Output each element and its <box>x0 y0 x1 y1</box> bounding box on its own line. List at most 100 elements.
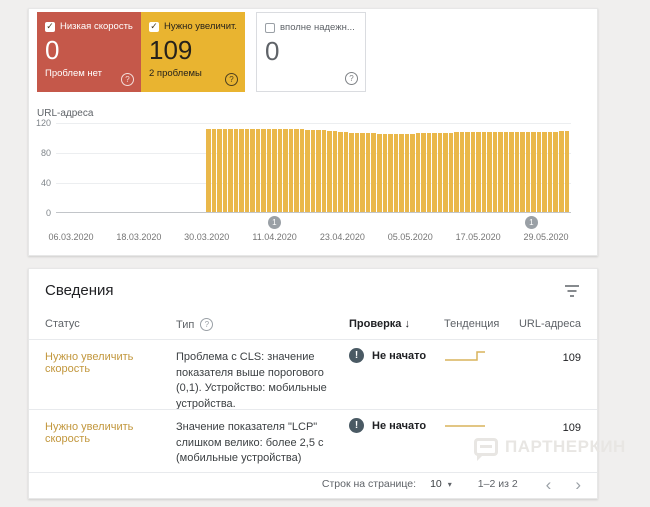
card-needs-improvement[interactable]: ✓ Нужно увеличит... 109 2 проблемы ? <box>141 12 245 92</box>
url-count-bar[interactable] <box>404 134 410 212</box>
url-count-bar[interactable] <box>443 132 448 212</box>
url-count-bar[interactable] <box>525 131 531 212</box>
x-tick-label: 29.05.2020 <box>523 232 569 242</box>
url-count-bar[interactable] <box>360 133 365 212</box>
url-count-bar[interactable] <box>272 128 277 212</box>
column-header-type[interactable]: Тип ? <box>176 318 214 331</box>
filter-icon[interactable] <box>563 284 581 298</box>
chevron-down-icon[interactable]: ▾ <box>447 479 452 489</box>
url-count-bar[interactable] <box>305 129 310 212</box>
url-count-bar[interactable] <box>514 131 520 212</box>
url-count-bar[interactable] <box>376 134 382 212</box>
url-count-bar[interactable] <box>327 131 332 212</box>
url-count-bar[interactable] <box>520 131 525 212</box>
url-count-bar[interactable] <box>432 132 437 212</box>
column-header-check[interactable]: Проверка ↓ <box>349 318 410 330</box>
url-count-bar[interactable] <box>487 131 492 212</box>
url-count-bar[interactable] <box>206 128 211 212</box>
help-icon[interactable]: ? <box>121 73 134 86</box>
column-header-trend[interactable]: Тенденция <box>444 318 500 330</box>
url-count-bar[interactable] <box>421 133 426 212</box>
url-count-bar[interactable] <box>354 132 360 212</box>
url-count-bar[interactable] <box>454 131 459 212</box>
url-count-bar[interactable] <box>481 131 487 212</box>
url-count-bar[interactable] <box>547 131 553 212</box>
url-count-bar[interactable] <box>343 131 349 212</box>
url-count-bar[interactable] <box>283 128 288 212</box>
divider <box>29 409 597 410</box>
url-count-bar[interactable] <box>321 130 327 212</box>
url-count-bar[interactable] <box>536 131 542 212</box>
url-count-bar[interactable] <box>399 134 404 212</box>
next-page-button[interactable]: › <box>575 474 581 494</box>
card-good[interactable]: вполне надежн... 0 ? <box>256 12 366 92</box>
url-count-bar[interactable] <box>492 131 498 212</box>
row-check-status: Не начато <box>372 419 427 432</box>
url-count-bar[interactable] <box>498 131 503 212</box>
column-header-check-label: Проверка <box>349 318 402 330</box>
rows-per-page-select[interactable]: 10 <box>430 478 442 490</box>
column-header-urls[interactable]: URL-адреса <box>518 318 581 330</box>
help-icon[interactable]: ? <box>200 318 214 331</box>
table-row[interactable]: Нужно увеличить скорость Проблема с CLS:… <box>29 339 597 410</box>
url-count-bar[interactable] <box>542 131 547 212</box>
core-web-vitals-overview-panel: ✓ Низкая скорость 0 Проблем нет ? ✓ Нужн… <box>28 8 598 256</box>
url-count-bar[interactable] <box>448 132 454 212</box>
chart-annotation-badge[interactable]: 1 <box>267 216 281 229</box>
x-tick-label: 06.03.2020 <box>48 232 94 242</box>
table-row[interactable]: Нужно увеличить скорость Значение показа… <box>29 409 597 472</box>
url-count-bar[interactable] <box>349 132 354 212</box>
previous-page-button[interactable]: ‹ <box>545 474 552 494</box>
url-count-bar[interactable] <box>476 131 481 212</box>
url-count-bar[interactable] <box>531 131 536 212</box>
url-count-bar[interactable] <box>509 131 514 212</box>
x-tick-label: 11.04.2020 <box>252 232 297 242</box>
url-count-bar[interactable] <box>332 131 338 212</box>
card-low-speed[interactable]: ✓ Низкая скорость 0 Проблем нет ? <box>37 12 141 92</box>
url-count-bar[interactable] <box>217 128 222 212</box>
url-count-bar[interactable] <box>277 128 283 212</box>
url-count-bar[interactable] <box>244 128 250 212</box>
url-count-bar[interactable] <box>266 128 272 212</box>
url-count-bar[interactable] <box>553 131 558 212</box>
url-count-bar[interactable] <box>239 128 244 212</box>
url-count-bar[interactable] <box>426 133 432 212</box>
url-count-bar[interactable] <box>371 133 376 212</box>
url-count-bar[interactable] <box>459 131 465 212</box>
checkbox-unchecked-icon[interactable] <box>265 22 275 33</box>
url-count-bar[interactable] <box>288 128 294 212</box>
chart-annotation-badge[interactable]: 1 <box>524 216 538 229</box>
row-status-link[interactable]: Нужно увеличить скорость <box>45 351 134 375</box>
url-count-bar[interactable] <box>222 128 228 212</box>
checkbox-checked-icon[interactable]: ✓ <box>149 21 159 32</box>
url-count-bar[interactable] <box>437 132 443 212</box>
help-icon[interactable]: ? <box>345 72 358 85</box>
url-count-bar[interactable] <box>310 129 316 212</box>
help-icon[interactable]: ? <box>225 73 238 86</box>
url-count-bar[interactable] <box>503 131 509 212</box>
url-count-bar[interactable] <box>410 134 415 212</box>
url-count-bar[interactable] <box>559 131 564 212</box>
url-count-bar[interactable] <box>470 131 476 212</box>
url-count-bar[interactable] <box>393 134 399 212</box>
checkbox-checked-icon[interactable]: ✓ <box>45 21 55 32</box>
url-count-bar[interactable] <box>228 128 233 212</box>
url-count-bar[interactable] <box>255 128 261 212</box>
url-count-bar[interactable] <box>382 134 388 212</box>
url-count-bar[interactable] <box>250 128 255 212</box>
url-count-bar[interactable] <box>564 131 570 212</box>
url-count-bar[interactable] <box>338 131 343 212</box>
url-count-bar[interactable] <box>415 133 421 212</box>
url-count-bar[interactable] <box>261 128 266 212</box>
url-count-bar[interactable] <box>388 134 393 212</box>
url-count-bar[interactable] <box>316 130 321 212</box>
url-count-bar[interactable] <box>465 131 470 212</box>
url-count-bar[interactable] <box>294 128 299 212</box>
x-tick-label: 18.03.2020 <box>116 232 162 242</box>
url-count-bar[interactable] <box>365 133 371 212</box>
row-status-link[interactable]: Нужно увеличить скорость <box>45 421 134 445</box>
url-count-bar[interactable] <box>233 128 239 212</box>
column-header-status[interactable]: Статус <box>45 318 80 330</box>
url-count-bar[interactable] <box>299 128 305 212</box>
url-count-bar[interactable] <box>211 128 217 212</box>
